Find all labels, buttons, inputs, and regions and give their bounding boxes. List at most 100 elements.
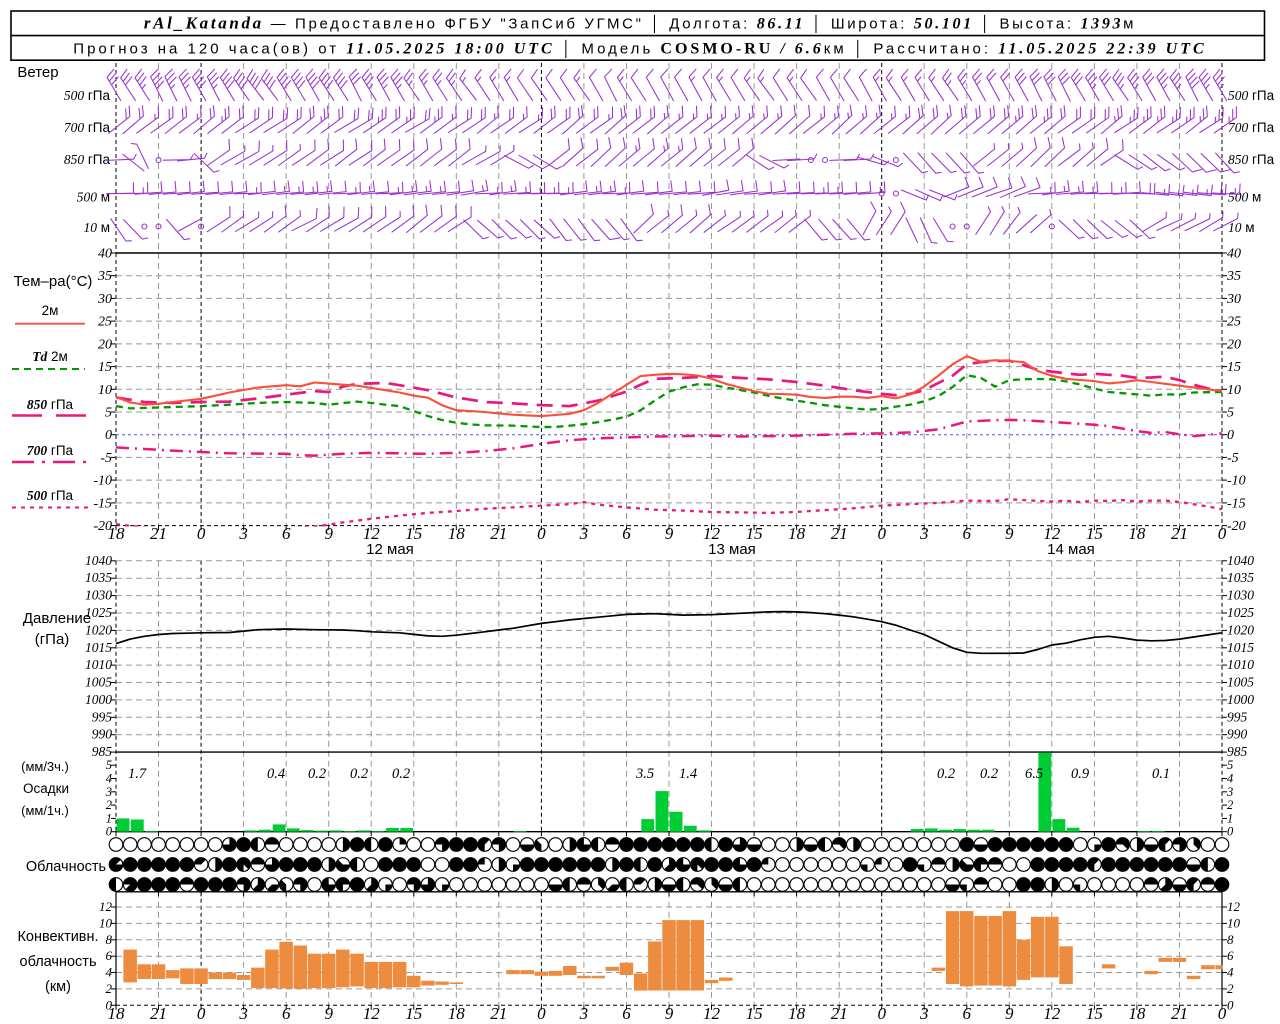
- svg-text:25: 25: [1227, 315, 1241, 330]
- svg-text:3: 3: [579, 1004, 589, 1023]
- svg-text:1020: 1020: [1227, 622, 1254, 637]
- svg-text:1010: 1010: [1227, 657, 1254, 672]
- svg-text:18: 18: [448, 1004, 466, 1023]
- svg-text:0.2: 0.2: [980, 766, 998, 782]
- svg-text:700 гПа: 700 гПа: [27, 443, 74, 458]
- svg-text:1020: 1020: [85, 622, 112, 637]
- svg-text:Конвективн.: Конвективн.: [17, 929, 98, 945]
- svg-text:850 гПа: 850 гПа: [27, 397, 74, 412]
- svg-text:0: 0: [197, 1004, 206, 1023]
- svg-text:12: 12: [703, 524, 721, 543]
- svg-text:0.4: 0.4: [267, 766, 285, 782]
- svg-text:30: 30: [1226, 292, 1241, 307]
- svg-text:10: 10: [1227, 383, 1241, 398]
- svg-text:35: 35: [1226, 269, 1241, 284]
- svg-text:10: 10: [1227, 915, 1241, 930]
- svg-text:1000: 1000: [1227, 692, 1254, 707]
- svg-text:12 мая: 12 мая: [366, 541, 414, 558]
- svg-text:(гПа): (гПа): [35, 631, 70, 648]
- svg-text:5: 5: [1227, 406, 1234, 421]
- svg-text:985: 985: [1227, 744, 1248, 759]
- svg-text:18: 18: [448, 524, 466, 543]
- svg-text:18: 18: [788, 524, 806, 543]
- svg-text:Ветер: Ветер: [17, 64, 58, 81]
- svg-text:990: 990: [92, 727, 113, 742]
- svg-text:0.2: 0.2: [350, 766, 368, 782]
- svg-text:6: 6: [282, 1004, 291, 1023]
- svg-text:3.5: 3.5: [635, 766, 654, 782]
- svg-text:21: 21: [1171, 1004, 1188, 1023]
- svg-text:0: 0: [1227, 997, 1234, 1012]
- svg-text:0: 0: [537, 524, 546, 543]
- svg-text:0.2: 0.2: [937, 766, 955, 782]
- svg-text:(км): (км): [45, 979, 71, 995]
- svg-text:rAl_Katanda — Предоставлено ФГ: rAl_Katanda — Предоставлено ФГБУ "ЗапСиб…: [144, 14, 1136, 34]
- svg-text:500 м: 500 м: [1228, 190, 1261, 205]
- svg-text:15: 15: [1086, 524, 1103, 543]
- svg-text:21: 21: [1171, 524, 1188, 543]
- svg-text:0: 0: [877, 524, 886, 543]
- svg-text:-15: -15: [1227, 496, 1246, 511]
- svg-text:4: 4: [1227, 772, 1233, 786]
- svg-text:6: 6: [963, 1004, 972, 1023]
- svg-text:21: 21: [150, 524, 167, 543]
- svg-text:1035: 1035: [85, 570, 112, 585]
- svg-text:3: 3: [238, 524, 248, 543]
- svg-text:1040: 1040: [1227, 553, 1254, 568]
- svg-text:9: 9: [1005, 1004, 1014, 1023]
- svg-text:0: 0: [1218, 1004, 1227, 1023]
- svg-text:3: 3: [238, 1004, 248, 1023]
- svg-text:6: 6: [622, 1004, 631, 1023]
- svg-text:-20: -20: [93, 519, 112, 534]
- svg-text:-10: -10: [93, 474, 112, 489]
- svg-text:25: 25: [98, 315, 112, 330]
- svg-text:15: 15: [1086, 1004, 1103, 1023]
- svg-text:1015: 1015: [1227, 640, 1254, 655]
- svg-text:(мм/1ч.): (мм/1ч.): [21, 803, 69, 818]
- svg-text:0.2: 0.2: [308, 766, 326, 782]
- svg-text:8: 8: [106, 932, 113, 947]
- svg-text:12: 12: [363, 1004, 381, 1023]
- svg-text:12: 12: [363, 524, 381, 543]
- svg-text:9: 9: [1005, 524, 1014, 543]
- svg-text:12: 12: [99, 899, 113, 914]
- svg-text:0: 0: [1227, 825, 1234, 839]
- svg-text:18: 18: [108, 1004, 126, 1023]
- svg-text:5: 5: [106, 758, 112, 772]
- svg-text:3: 3: [919, 1004, 929, 1023]
- svg-text:40: 40: [98, 247, 112, 262]
- svg-text:(мм/3ч.): (мм/3ч.): [21, 759, 69, 774]
- svg-text:-5: -5: [100, 451, 112, 466]
- svg-text:12: 12: [1043, 524, 1061, 543]
- svg-text:2: 2: [106, 798, 112, 812]
- svg-text:10: 10: [99, 915, 113, 930]
- svg-text:1030: 1030: [1227, 588, 1254, 603]
- svg-text:облачность: облачность: [20, 954, 97, 970]
- svg-text:0: 0: [1218, 524, 1227, 543]
- svg-text:3: 3: [1226, 785, 1233, 799]
- svg-text:35: 35: [97, 269, 112, 284]
- svg-text:0.9: 0.9: [1071, 766, 1090, 782]
- svg-text:700 гПа: 700 гПа: [1228, 120, 1275, 135]
- svg-text:0: 0: [877, 1004, 886, 1023]
- svg-text:18: 18: [108, 524, 126, 543]
- svg-text:Осадки: Осадки: [23, 781, 69, 796]
- svg-text:0: 0: [105, 428, 112, 443]
- svg-text:Тем–ра(°C): Тем–ра(°C): [14, 273, 93, 290]
- svg-text:-15: -15: [93, 496, 112, 511]
- svg-text:500 гПа: 500 гПа: [64, 88, 111, 103]
- svg-text:Прогноз на 120 часа(ов) от 11.: Прогноз на 120 часа(ов) от 11.05.2025 18…: [73, 40, 1206, 59]
- svg-text:500 гПа: 500 гПа: [1228, 88, 1275, 103]
- svg-text:9: 9: [324, 1004, 333, 1023]
- svg-text:995: 995: [92, 709, 113, 724]
- svg-text:40: 40: [1227, 247, 1241, 262]
- svg-text:1030: 1030: [85, 588, 112, 603]
- svg-text:30: 30: [97, 292, 112, 307]
- svg-text:12: 12: [703, 1004, 721, 1023]
- svg-text:2: 2: [1227, 798, 1233, 812]
- svg-text:500 м: 500 м: [77, 190, 110, 205]
- svg-text:15: 15: [746, 524, 763, 543]
- svg-text:18: 18: [1128, 524, 1146, 543]
- svg-text:21: 21: [150, 1004, 167, 1023]
- svg-text:1040: 1040: [85, 553, 112, 568]
